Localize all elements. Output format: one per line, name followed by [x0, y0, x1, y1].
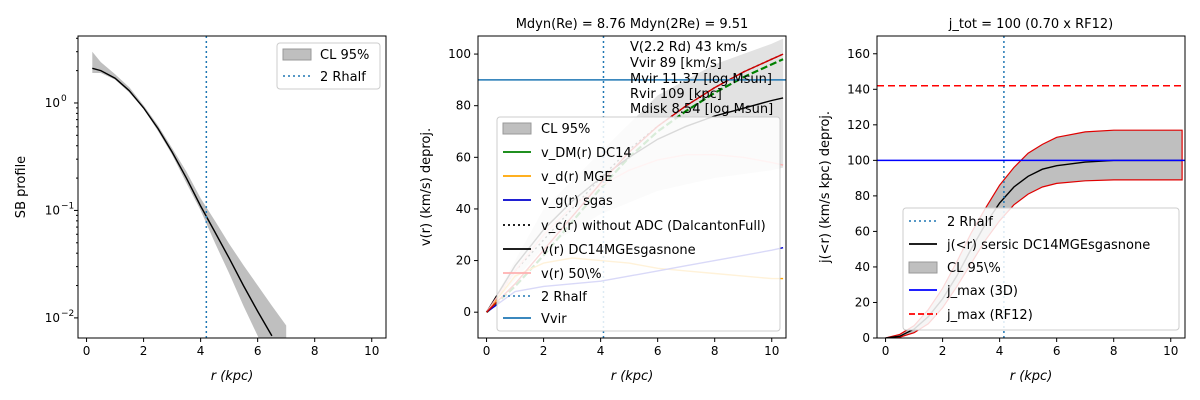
- jm-x-tick-label-2: 4: [996, 344, 1004, 358]
- sb-y-tick-label-1: 10: [45, 203, 60, 217]
- rot-x-tick-label-5: 10: [764, 344, 779, 358]
- jm-x-tick-label-3: 6: [1053, 344, 1061, 358]
- jm-y-tick-label-0: 0: [862, 331, 870, 345]
- sb-legend-label-0: CL 95%: [320, 48, 369, 63]
- rot-y-tick-label-0: 0: [463, 305, 471, 319]
- sb-legend-label-1: 2 Rhalf: [320, 70, 366, 85]
- jm-y-tick-label-7: 140: [847, 82, 870, 96]
- jm-legend-label-0: 2 Rhalf: [947, 215, 993, 230]
- rot-annotation-1: Vvir 89 [km/s]: [630, 56, 722, 71]
- rot-annotation-0: V(2.2 Rd) 43 km/s: [630, 40, 748, 55]
- sb-y-tick-exp-0: 0: [61, 94, 67, 104]
- jm-y-tick-label-2: 40: [855, 260, 870, 274]
- rot-annotation-3: Rvir 109 [kpc]: [630, 87, 722, 102]
- rot-axes-frame: [477, 35, 787, 339]
- rot-annotations: V(2.2 Rd) 43 km/s Vvir 89 [km/s] Mvir 11…: [630, 40, 773, 117]
- rot-x-tick-label-3: 6: [654, 344, 662, 358]
- jm-y-tick-label-1: 20: [855, 295, 870, 309]
- rot-x-tick-label-2: 4: [597, 344, 605, 358]
- rot-x-tick-label-1: 2: [540, 344, 548, 358]
- jm-axes-frame: [876, 35, 1186, 339]
- rot-annotation-4: Mdisk 8.54 [log Msun]: [630, 102, 773, 117]
- rot-y-tick-label-5: 100: [448, 47, 471, 61]
- jm-legend-label-2: CL 95\%: [947, 261, 1001, 276]
- rot-y-tick-label-1: 20: [456, 254, 471, 268]
- jm-y-tick-label-4: 80: [855, 189, 870, 203]
- sb-ylabel: SB profile: [14, 156, 29, 218]
- sb-x-tick-label-4: 8: [311, 344, 319, 358]
- sb-x-ticks: 0 2 4 6 8 10: [83, 338, 379, 358]
- rot-legend-label-8: Vvir: [541, 312, 567, 327]
- rot-annotation-2: Mvir 11.37 [log Msun]: [630, 72, 772, 87]
- jm-x-tick-label-4: 8: [1110, 344, 1118, 358]
- sb-x-tick-label-2: 4: [197, 344, 205, 358]
- jm-title: j_tot = 100 (0.70 x RF12): [948, 17, 1113, 32]
- rot-legend-swatch-0: [502, 122, 532, 135]
- jm-y-tick-label-3: 60: [855, 224, 870, 238]
- rot-x-tick-label-4: 8: [711, 344, 719, 358]
- rot-legend-label-2: v_d(r) MGE: [541, 170, 613, 185]
- jm-y-tick-label-6: 120: [847, 118, 870, 132]
- sb-legend-band-swatch: [282, 48, 312, 61]
- jm-x-ticks: 0 2 4 6 8 10: [882, 338, 1178, 358]
- rot-x-tick-label-0: 0: [483, 344, 491, 358]
- panel-rotation: 0 2 4 6 8 10 0 20 40 60 80 100 Mdyn(Re) = 8.76 Mdy…: [419, 17, 787, 384]
- sb-band-layer: [92, 51, 287, 338]
- sb-y-tick-label-0: 10: [45, 96, 60, 110]
- jm-x-tick-label-1: 2: [939, 344, 947, 358]
- rot-legend-label-3: v_g(r) sgas: [541, 194, 613, 209]
- jm-legend: 2 Rhalf j(<r) sersic DC14MGEsgasnone CL …: [902, 207, 1180, 331]
- rot-xlabel: r (kpc): [611, 369, 654, 384]
- sb-y-tick-label-2: 10: [45, 311, 60, 325]
- rot-y-tick-label-2: 40: [456, 202, 471, 216]
- sb-x-tick-label-3: 6: [254, 344, 262, 358]
- rot-legend-label-7: 2 Rhalf: [541, 290, 587, 305]
- sb-ci-band: [92, 51, 287, 338]
- sb-x-tick-label-1: 2: [140, 344, 148, 358]
- rot-legend-label-6: v(r) 50\%: [541, 267, 602, 282]
- jm-x-tick-label-5: 10: [1163, 344, 1178, 358]
- jm-y-tick-label-8: 160: [847, 47, 870, 61]
- rot-y-tick-label-4: 80: [456, 99, 471, 113]
- rot-y-tick-label-3: 60: [456, 150, 471, 164]
- rot-legend-label-5: v(r) DC14MGEsgasnone: [541, 243, 696, 258]
- jm-legend-label-1: j(<r) sersic DC14MGEsgasnone: [946, 238, 1150, 253]
- jm-legend-label-4: j_max (RF12): [946, 308, 1033, 323]
- sb-y-tick-exp-1: −1: [61, 201, 74, 211]
- rot-legend-label-0: CL 95%: [541, 122, 590, 137]
- jm-legend-swatch-2: [908, 261, 938, 274]
- rot-legend: CL 95% v_DM(r) DC14 v_d(r) MGE v_g(r) sg…: [496, 116, 781, 332]
- jm-legend-label-3: j_max (3D): [946, 284, 1018, 299]
- sb-x-tick-label-0: 0: [83, 344, 91, 358]
- jm-x-tick-label-0: 0: [882, 344, 890, 358]
- rot-title: Mdyn(Re) = 8.76 Mdyn(2Re) = 9.51: [516, 17, 749, 32]
- sb-y-tick-exp-2: −2: [61, 309, 74, 319]
- rot-y-ticks: 0 20 40 60 80 100: [448, 47, 478, 319]
- jm-ylabel: j(<r) (km/s kpc) deproj.: [818, 111, 833, 264]
- rot-ylabel: v(r) (km/s) deproj.: [419, 128, 434, 246]
- jm-y-tick-label-5: 100: [847, 153, 870, 167]
- jm-xlabel: r (kpc): [1010, 369, 1053, 384]
- sb-line-layer: [92, 67, 273, 337]
- panel-angmom: 0 2 4 6 8 10 0 20 40 60 80 100 120 140 160 j_tot = 10…: [818, 17, 1186, 384]
- sb-axes-frame: [77, 35, 387, 339]
- rot-legend-label-1: v_DM(r) DC14: [541, 146, 632, 161]
- rot-legend-label-4: v_c(r) without ADC (DalcantonFull): [541, 219, 766, 234]
- sb-xlabel: r (kpc): [211, 369, 254, 384]
- sb-x-tick-label-5: 10: [364, 344, 379, 358]
- sb-series-line-0: [92, 67, 273, 337]
- sb-legend: CL 95% 2 Rhalf: [276, 42, 381, 90]
- jm-y-ticks: 0 20 40 60 80 100 120 140 160: [847, 47, 877, 345]
- rot-x-ticks: 0 2 4 6 8 10: [483, 338, 779, 358]
